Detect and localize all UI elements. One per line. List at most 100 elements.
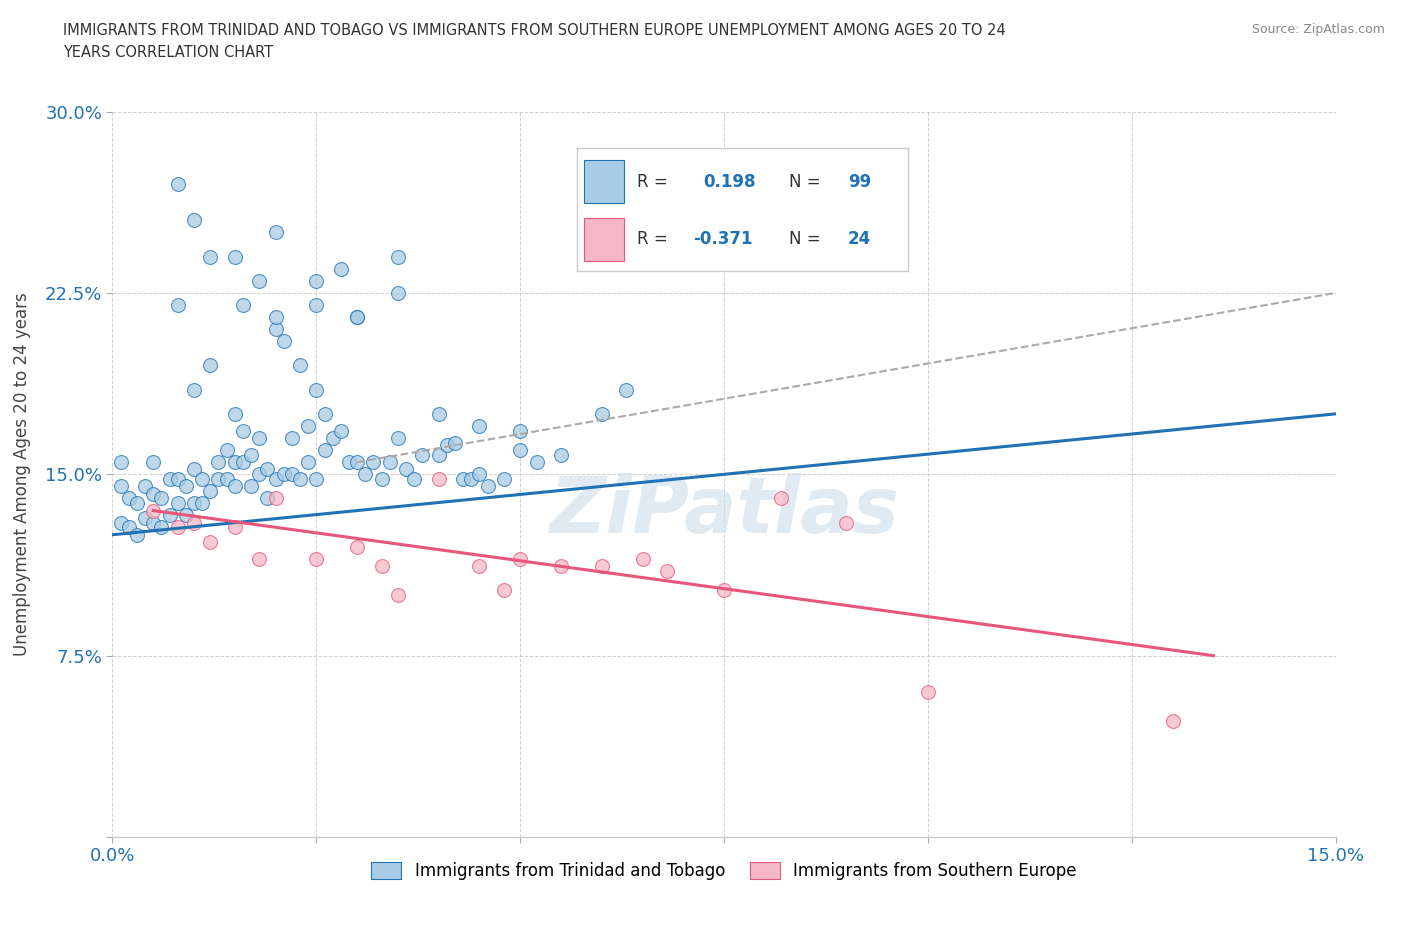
Point [232, 298, 254, 312]
Point [370, 472, 392, 486]
Point [314, 443, 336, 458]
Point [614, 382, 637, 397]
Point [370, 559, 392, 574]
Point [770, 491, 793, 506]
Point [215, 472, 238, 486]
Point [387, 286, 409, 300]
Point [256, 462, 278, 477]
Point [346, 310, 368, 325]
Point [207, 472, 229, 486]
Point [166, 472, 188, 486]
Point [477, 479, 499, 494]
Point [305, 551, 328, 566]
Text: Source: ZipAtlas.com: Source: ZipAtlas.com [1251, 23, 1385, 36]
Point [354, 467, 377, 482]
Point [183, 213, 205, 228]
Text: IMMIGRANTS FROM TRINIDAD AND TOBAGO VS IMMIGRANTS FROM SOUTHERN EUROPE UNEMPLOYM: IMMIGRANTS FROM TRINIDAD AND TOBAGO VS I… [63, 23, 1007, 38]
Point [273, 467, 295, 482]
Point [314, 406, 336, 421]
Point [134, 479, 156, 494]
Point [232, 423, 254, 438]
Point [337, 455, 360, 470]
Point [387, 588, 409, 603]
Point [273, 334, 295, 349]
Point [142, 515, 165, 530]
Point [224, 455, 246, 470]
Point [329, 423, 352, 438]
Point [378, 455, 401, 470]
Point [917, 684, 939, 699]
Point [387, 249, 409, 264]
Point [297, 418, 319, 433]
Point [142, 503, 165, 518]
Point [264, 225, 287, 240]
Point [427, 406, 450, 421]
Point [247, 431, 270, 445]
Point [159, 508, 181, 523]
Point [509, 423, 531, 438]
Point [240, 479, 263, 494]
Point [550, 447, 572, 462]
Point [200, 535, 222, 550]
Point [150, 520, 173, 535]
Point [110, 479, 132, 494]
Point [264, 472, 287, 486]
Point [655, 564, 678, 578]
Point [200, 484, 222, 498]
Point [224, 406, 246, 421]
Point [142, 455, 165, 470]
Point [200, 249, 222, 264]
Point [436, 438, 458, 453]
Point [550, 559, 572, 574]
Point [468, 418, 491, 433]
Point [411, 447, 433, 462]
Point [305, 273, 328, 288]
Point [492, 583, 515, 598]
Point [200, 358, 222, 373]
Point [264, 491, 287, 506]
Y-axis label: Unemployment Among Ages 20 to 24 years: Unemployment Among Ages 20 to 24 years [13, 292, 31, 657]
Point [329, 261, 352, 276]
Point [174, 479, 197, 494]
Point [125, 496, 148, 511]
Point [118, 520, 141, 535]
Point [240, 447, 263, 462]
Point [509, 443, 531, 458]
Point [288, 472, 311, 486]
Point [591, 406, 613, 421]
Point [492, 472, 515, 486]
Point [363, 455, 385, 470]
Point [444, 435, 467, 450]
Point [207, 455, 229, 470]
Point [247, 467, 270, 482]
Point [427, 472, 450, 486]
Point [159, 472, 181, 486]
Point [526, 455, 548, 470]
Point [305, 382, 328, 397]
Point [174, 508, 197, 523]
Point [264, 322, 287, 337]
Point [591, 559, 613, 574]
Point [297, 455, 319, 470]
Point [264, 310, 287, 325]
Point [288, 358, 311, 373]
Point [166, 298, 188, 312]
Point [509, 551, 531, 566]
Point [166, 177, 188, 192]
Point [215, 443, 238, 458]
Point [125, 527, 148, 542]
Point [142, 486, 165, 501]
Point [281, 467, 304, 482]
Point [322, 431, 344, 445]
Point [166, 496, 188, 511]
Point [346, 310, 368, 325]
Point [224, 249, 246, 264]
Point [1161, 713, 1184, 728]
Point [118, 491, 141, 506]
Point [346, 455, 368, 470]
Point [110, 455, 132, 470]
Point [395, 462, 418, 477]
Text: YEARS CORRELATION CHART: YEARS CORRELATION CHART [63, 45, 273, 60]
Point [451, 472, 474, 486]
Point [224, 479, 246, 494]
